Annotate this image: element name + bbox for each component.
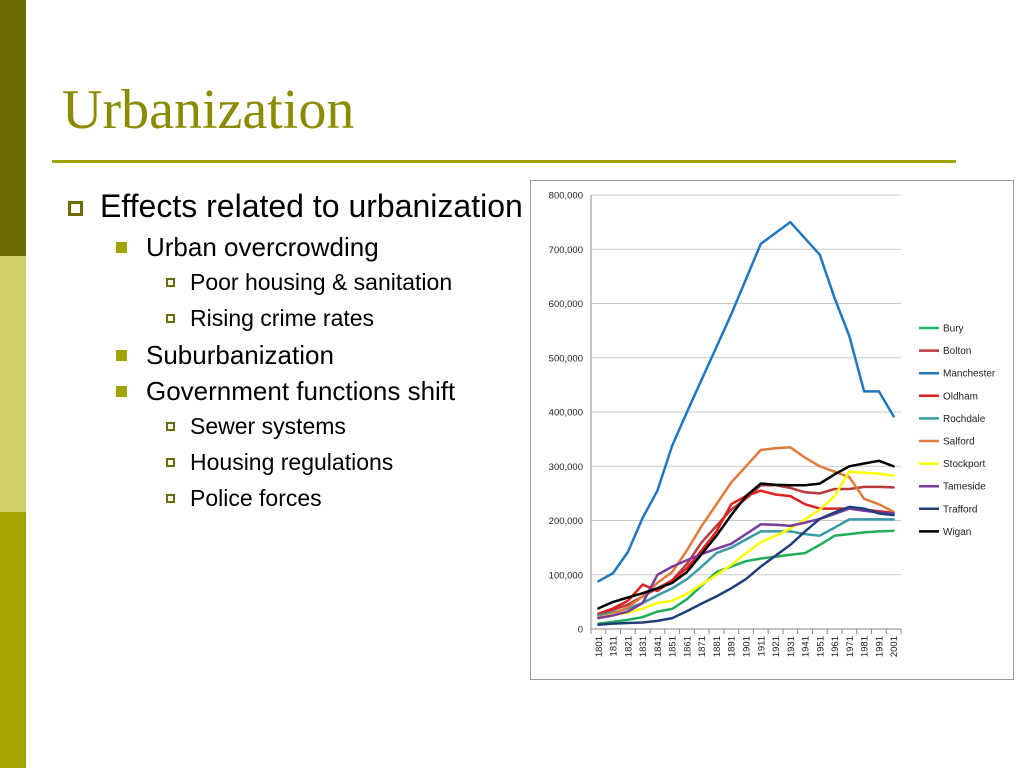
legend-label: Oldham <box>943 391 978 402</box>
hollow-square-bullet-icon <box>166 278 175 287</box>
hollow-square-bullet-icon <box>166 314 175 323</box>
series-line-rochdale <box>597 518 895 617</box>
series-line-trafford <box>597 505 895 626</box>
x-tick-label: 1891 <box>727 636 738 657</box>
legend-label: Salford <box>943 437 975 448</box>
filled-square-bullet-icon <box>116 242 127 253</box>
bullet-text: Government functions shift <box>146 376 456 406</box>
bullet-text: Poor housing & sanitation <box>190 269 453 295</box>
slide-title: Urbanization <box>62 79 355 141</box>
y-tick-label: 500,000 <box>549 353 583 364</box>
bullet-item: Urban overcrowding <box>62 230 532 264</box>
hollow-square-bullet-icon <box>166 494 175 503</box>
y-tick-label: 200,000 <box>549 516 583 527</box>
bullet-item: Sewer systems <box>62 408 532 444</box>
legend-label: Stockport <box>943 459 985 470</box>
bullet-text: Sewer systems <box>190 413 346 439</box>
x-tick-label: 1811 <box>609 636 620 656</box>
x-tick-label: 1991 <box>874 636 885 657</box>
bullet-text: Rising crime rates <box>190 305 375 331</box>
series-line-bolton <box>597 483 895 616</box>
bullet-item: Rising crime rates <box>62 300 532 336</box>
series-line-tameside <box>597 507 895 620</box>
legend-label: Wigan <box>943 527 971 538</box>
title-divider <box>52 160 956 163</box>
x-tick-label: 2001 <box>889 636 900 657</box>
bullet-item: Suburbanization <box>62 338 532 372</box>
sidebar-stripe-bottom <box>0 512 26 768</box>
bullet-text: Urban overcrowding <box>146 232 379 262</box>
bullet-text: Police forces <box>190 485 322 511</box>
x-tick-label: 1831 <box>638 636 649 657</box>
legend-label: Bury <box>943 324 964 335</box>
bullet-text: Suburbanization <box>146 340 334 370</box>
x-tick-label: 1981 <box>860 636 871 657</box>
bullet-item: Effects related to urbanization <box>62 186 532 226</box>
y-tick-label: 0 <box>578 625 583 636</box>
bullet-item: Police forces <box>62 480 532 516</box>
bullet-list: Effects related to urbanization Urban ov… <box>62 186 532 516</box>
legend-label: Manchester <box>943 369 996 380</box>
x-tick-label: 1941 <box>801 636 812 657</box>
series-line-stockport <box>597 470 895 620</box>
y-tick-label: 400,000 <box>549 408 583 419</box>
x-tick-label: 1881 <box>712 636 723 657</box>
x-tick-label: 1901 <box>742 636 753 657</box>
hollow-square-bullet-icon <box>68 201 83 216</box>
x-tick-label: 1861 <box>682 636 693 657</box>
y-tick-label: 300,000 <box>549 462 583 473</box>
x-tick-label: 1921 <box>771 636 782 657</box>
x-tick-label: 1961 <box>830 636 841 657</box>
x-tick-label: 1851 <box>668 636 679 657</box>
legend-label: Bolton <box>943 346 971 357</box>
x-tick-label: 1821 <box>623 636 634 657</box>
chart-svg: 0 100,000 200,000 300,000 400,000 500,000 600,… <box>549 191 996 658</box>
y-tick-label: 600,000 <box>549 299 583 310</box>
bullet-item: Housing regulations <box>62 444 532 480</box>
bullet-item: Poor housing & sanitation <box>62 264 532 300</box>
sidebar-stripe-top <box>0 0 26 256</box>
legend-label: Rochdale <box>943 414 986 425</box>
filled-square-bullet-icon <box>116 350 127 361</box>
population-chart: 0 100,000 200,000 300,000 400,000 500,000 600,… <box>530 180 1014 680</box>
y-tick-label: 100,000 <box>549 570 583 581</box>
x-tick-label: 1931 <box>786 636 797 657</box>
series-line-wigan <box>597 459 895 610</box>
x-tick-label: 1971 <box>845 636 856 657</box>
series-line-manchester <box>597 220 895 583</box>
legend-label: Tameside <box>943 482 986 493</box>
legend-label: Trafford <box>943 504 977 515</box>
x-tick-label: 1871 <box>697 636 708 657</box>
y-tick-label: 800,000 <box>549 191 583 202</box>
x-tick-label: 1911 <box>756 636 767 656</box>
bullet-item: Government functions shift <box>62 374 532 408</box>
hollow-square-bullet-icon <box>166 422 175 431</box>
x-tick-label: 1801 <box>594 636 605 657</box>
sidebar-stripe-middle <box>0 256 26 512</box>
bullet-text: Housing regulations <box>190 449 394 475</box>
y-tick-label: 700,000 <box>549 245 583 256</box>
x-tick-label: 1841 <box>653 636 664 657</box>
chart-canvas: 0 100,000 200,000 300,000 400,000 500,000 600,… <box>531 181 1013 679</box>
hollow-square-bullet-icon <box>166 458 175 467</box>
x-tick-label: 1951 <box>815 636 826 657</box>
bullet-text: Effects related to urbanization <box>100 188 523 224</box>
filled-square-bullet-icon <box>116 386 127 397</box>
series-line-bury <box>597 529 895 625</box>
